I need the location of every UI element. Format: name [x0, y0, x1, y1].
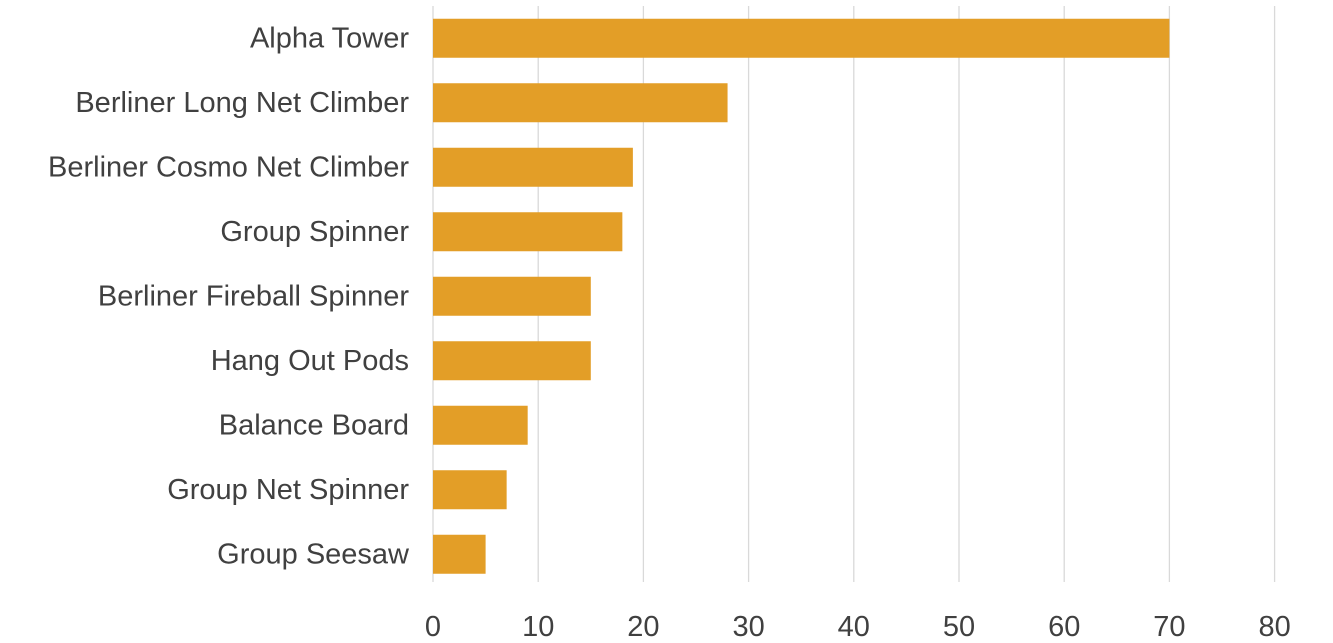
- x-tick-label: 70: [1153, 611, 1185, 643]
- category-label: Group Net Spinner: [167, 474, 409, 506]
- bar: [433, 18, 1170, 58]
- bar: [433, 341, 591, 381]
- category-labels: Alpha Tower Berliner Long Net Climber Berl…: [48, 22, 410, 570]
- category-label: Berliner Long Net Climber: [75, 87, 409, 119]
- x-tick-label: 0: [425, 611, 441, 643]
- bar: [433, 470, 507, 510]
- bar: [433, 276, 591, 316]
- bar: [433, 534, 486, 574]
- category-label: Berliner Cosmo Net Climber: [48, 151, 409, 183]
- bar: [433, 147, 633, 187]
- bar: [433, 212, 623, 252]
- x-tick-label: 60: [1048, 611, 1080, 643]
- x-tick-label: 80: [1258, 611, 1290, 643]
- category-label: Group Spinner: [220, 216, 409, 248]
- category-label: Group Seesaw: [217, 538, 410, 570]
- bar: [433, 405, 528, 445]
- category-label: Hang Out Pods: [211, 345, 409, 377]
- x-tick-label: 50: [943, 611, 975, 643]
- x-axis-tick-labels: 0 10 20 30 40 50 60 70 80: [425, 611, 1291, 643]
- x-tick-label: 30: [732, 611, 764, 643]
- category-label: Berliner Fireball Spinner: [98, 280, 409, 312]
- bars: [433, 18, 1170, 574]
- bar: [433, 83, 728, 123]
- category-label: Balance Board: [219, 409, 409, 441]
- x-tick-label: 20: [627, 611, 659, 643]
- x-tick-label: 10: [522, 611, 554, 643]
- category-label: Alpha Tower: [250, 22, 409, 54]
- x-tick-label: 40: [838, 611, 870, 643]
